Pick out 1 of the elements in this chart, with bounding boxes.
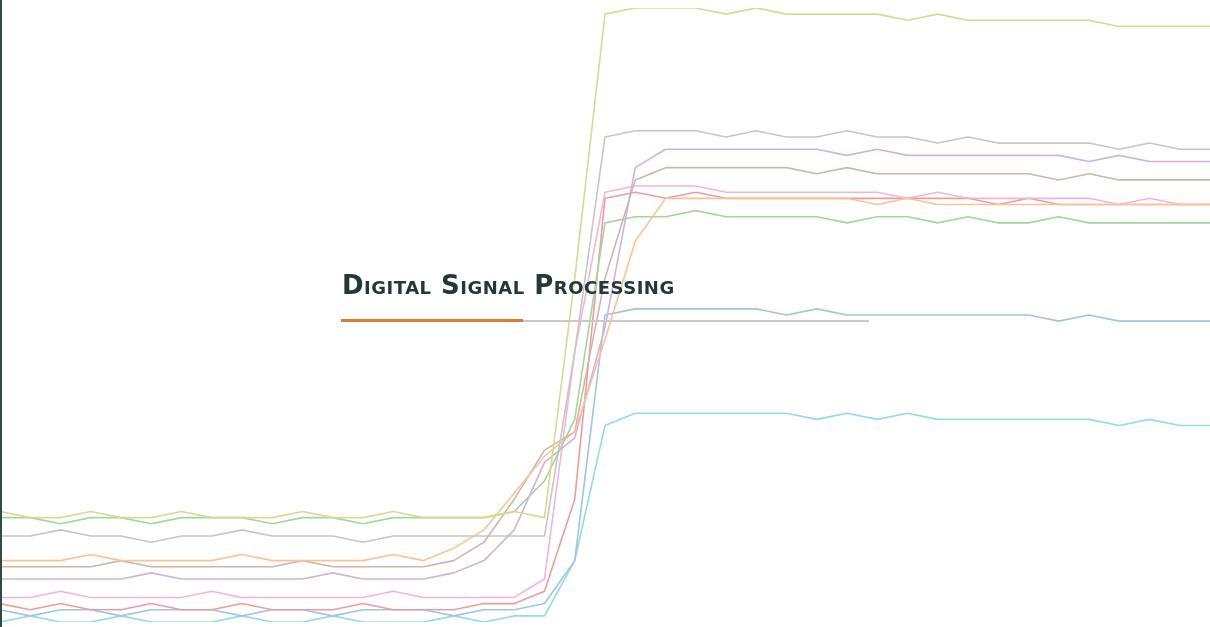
text: Digital Signal Processing xyxy=(342,270,675,300)
